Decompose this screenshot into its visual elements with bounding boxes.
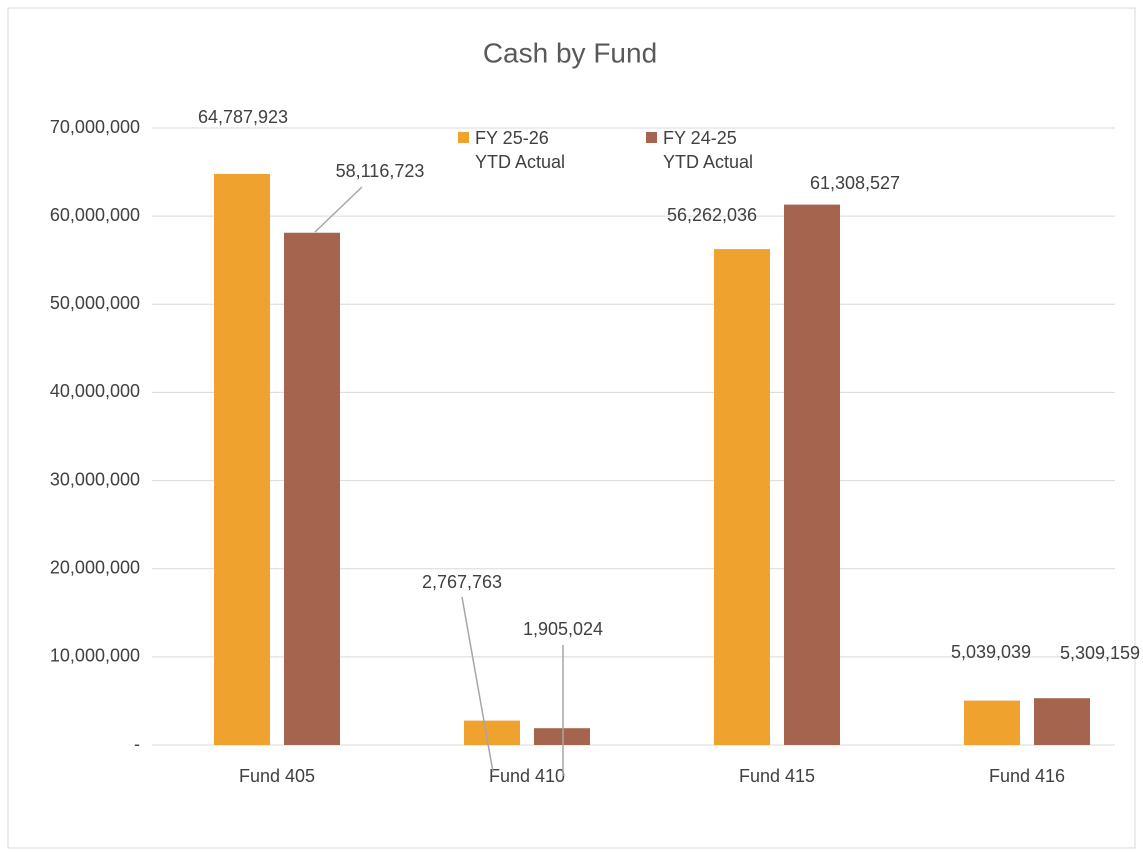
data-label: 1,905,024: [523, 619, 603, 639]
data-label: 5,039,039: [951, 642, 1031, 662]
legend-swatch: [458, 132, 469, 143]
bar: [1034, 698, 1090, 745]
bar: [464, 720, 520, 745]
bar: [214, 173, 270, 745]
y-tick-label: 10,000,000: [50, 646, 140, 666]
data-label: 61,308,527: [810, 173, 900, 193]
data-label: 58,116,723: [336, 161, 425, 181]
x-tick-label: Fund 410: [489, 766, 565, 786]
x-tick-label: Fund 415: [739, 766, 815, 786]
bar: [964, 700, 1020, 745]
data-label: 56,262,036: [667, 205, 757, 225]
data-label: 64,787,923: [198, 107, 288, 127]
y-tick-label: 20,000,000: [50, 557, 140, 577]
legend-swatch: [646, 132, 657, 143]
x-tick-label: Fund 405: [239, 766, 315, 786]
chart-title: Cash by Fund: [483, 37, 657, 68]
y-tick-label: 30,000,000: [50, 469, 140, 489]
y-tick-label: -: [134, 734, 140, 754]
bar: [534, 728, 590, 745]
bar: [284, 232, 340, 745]
leader-line: [461, 596, 494, 773]
legend-label: FY 25-26 YTD Actual: [475, 128, 566, 172]
y-tick-label: 50,000,000: [50, 293, 140, 313]
data-label: 5,309,159: [1060, 643, 1140, 663]
leader-line: [314, 186, 363, 233]
legend-label: FY 24-25 YTD Actual: [663, 128, 754, 172]
y-tick-label: 60,000,000: [50, 205, 140, 225]
y-tick-label: 70,000,000: [50, 117, 140, 137]
x-tick-label: Fund 416: [989, 766, 1065, 786]
chart-border: [7, 7, 1136, 849]
bar: [784, 204, 840, 745]
legend-item: FY 24-25 YTD Actual: [646, 126, 763, 174]
legend-item: FY 25-26 YTD Actual: [458, 126, 575, 174]
bar: [714, 249, 770, 746]
y-tick-label: 40,000,000: [50, 381, 140, 401]
data-label: 2,767,763: [422, 572, 502, 592]
